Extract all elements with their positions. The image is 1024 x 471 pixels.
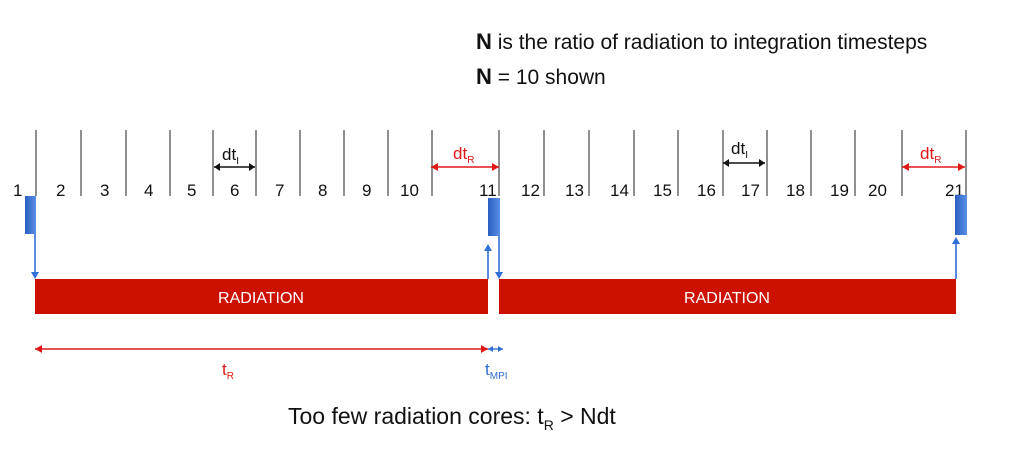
header-line-1-text: is the ratio of radiation to integration…	[492, 31, 927, 54]
dt-radiation-interval-2: dtR	[902, 144, 965, 171]
dt-r-label-2: dtR	[920, 144, 941, 166]
timestep-number-9: 9	[362, 181, 371, 200]
mpi-block-1	[25, 196, 36, 234]
t-r-label: tR	[222, 360, 234, 382]
timestep-number-3: 3	[100, 181, 109, 200]
header-line-2-text: = 10 shown	[492, 66, 606, 89]
timestep-ticks	[35, 130, 967, 196]
timestep-number-4: 4	[144, 181, 153, 200]
t-r-arrow: tR	[35, 345, 488, 382]
timestep-number-6: 6	[230, 181, 239, 200]
radiation-bar-1-label: RADIATION	[218, 290, 304, 307]
mpi-block-21	[955, 195, 967, 235]
timestep-number-16: 16	[697, 181, 716, 200]
timestep-number-10: 10	[400, 181, 419, 200]
mpi-block-11	[488, 198, 500, 236]
timestep-number-14: 14	[610, 181, 629, 200]
timestep-numbers: 1 2 3 4 5 6 7 8 9 10 11 12 13 14 15 16 17 18 19 20 21	[13, 181, 964, 200]
t-mpi-label: tMPI	[485, 360, 508, 382]
dt-radiation-interval-1: dtR	[431, 144, 499, 171]
radiation-bar-2-label: RADIATION	[684, 290, 770, 307]
timestep-number-19: 19	[830, 181, 849, 200]
timestep-number-20: 20	[868, 181, 887, 200]
dt-integration-interval-2: dtI	[723, 139, 765, 167]
radiation-bar-1: RADIATION	[35, 279, 488, 314]
t-mpi-arrow: tMPI	[485, 346, 508, 382]
timestep-number-12: 12	[521, 181, 540, 200]
dt-r-label-1: dtR	[453, 144, 474, 166]
caption: Too few radiation cores: tR > Ndt	[288, 403, 616, 433]
dt-integration-interval-1: dtI	[214, 145, 255, 171]
header-line-2: N = 10 shown	[476, 64, 606, 89]
timestep-number-8: 8	[318, 181, 327, 200]
header-line-1-bold: N	[476, 29, 492, 54]
timestep-number-2: 2	[56, 181, 65, 200]
timestep-number-11: 11	[479, 181, 497, 200]
mpi-connector-arrows	[31, 234, 960, 279]
dt-i-label-1: dtI	[222, 145, 239, 167]
timestep-number-13: 13	[565, 181, 584, 200]
timestep-number-7: 7	[275, 181, 284, 200]
timestep-number-17: 17	[741, 181, 760, 200]
timestep-number-15: 15	[653, 181, 672, 200]
header-line-1: N is the ratio of radiation to integrati…	[476, 29, 927, 54]
radiation-bar-2: RADIATION	[499, 279, 956, 314]
timestep-number-18: 18	[786, 181, 805, 200]
header-line-2-bold: N	[476, 64, 492, 89]
dt-i-label-2: dtI	[731, 139, 748, 161]
timestep-number-5: 5	[187, 181, 196, 200]
timestep-number-1: 1	[13, 181, 22, 200]
